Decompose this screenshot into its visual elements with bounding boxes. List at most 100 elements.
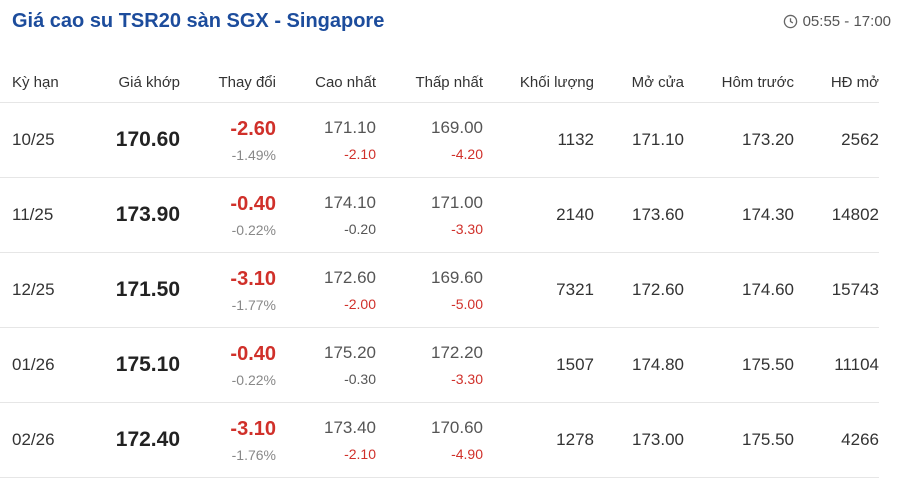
cell: 173.60 (594, 177, 684, 253)
cell: 1132 (483, 102, 594, 178)
cell: 175.50 (684, 327, 794, 403)
term: 11/25 (12, 205, 54, 224)
open: 171.10 (632, 130, 684, 149)
price: 170.60 (115, 128, 180, 151)
high-diff: -2.10 (344, 146, 376, 162)
cell: 2562 (794, 102, 879, 178)
column-header: Hôm trước (684, 62, 794, 103)
change-pct: -1.77% (231, 296, 276, 313)
row: 02/26 172.40 -3.10 -1.76% 173.40 -2.10 170.60 -… (0, 402, 879, 478)
volume: 2140 (556, 205, 594, 224)
cell: 174.80 (594, 327, 684, 403)
cell: 173.90 (100, 177, 180, 253)
row: 12/25 171.50 -3.10 -1.77% 172.60 -2.00 169.60 -… (0, 252, 879, 328)
cell: 169.00 -4.20 (376, 102, 483, 178)
time: 05:55 - 17:00 (783, 13, 891, 30)
low-diff: -3.30 (451, 371, 483, 387)
change-pct: -0.22% (231, 371, 276, 388)
cell: 173.40 -2.10 (276, 402, 376, 478)
cell: 171.10 (594, 102, 684, 178)
cell: 7321 (483, 252, 594, 328)
cell: 172.20 -3.30 (376, 327, 483, 403)
price: 173.90 (115, 203, 180, 226)
clock-icon (783, 14, 797, 29)
low-diff: -5.00 (451, 296, 483, 312)
cell: 172.60 -2.00 (276, 252, 376, 328)
open: 173.00 (632, 430, 684, 449)
column-header: HĐ mở (794, 62, 879, 103)
cell: -2.60 -1.49% (180, 102, 276, 178)
high: 173.40 (324, 418, 376, 437)
change: -3.10 (230, 267, 276, 290)
cell: 173.20 (684, 102, 794, 178)
cell: -3.10 -1.77% (180, 252, 276, 328)
volume: 1507 (556, 355, 594, 374)
volume: 7321 (556, 280, 594, 299)
cell: 12/25 (0, 252, 100, 328)
change-pct: -0.22% (231, 221, 276, 238)
low-diff: -4.20 (451, 146, 483, 162)
column-header: Thấp nhất (376, 62, 483, 103)
cell: 174.30 (684, 177, 794, 253)
column-header: Cao nhất (276, 62, 376, 103)
low: 171.00 (431, 193, 483, 212)
oi: 11104 (834, 355, 879, 374)
title: Giá cao su TSR20 sàn SGX - Singapore (12, 10, 385, 32)
time-range: 05:55 - 17:00 (802, 13, 891, 30)
cell: 172.40 (100, 402, 180, 478)
column-header: Khối lượng (483, 62, 594, 103)
change: -0.40 (230, 192, 276, 215)
low: 172.20 (431, 343, 483, 362)
cell: 02/26 (0, 402, 100, 478)
term: 10/25 (12, 130, 55, 149)
cell: 170.60 -4.90 (376, 402, 483, 478)
change: -0.40 (230, 342, 276, 365)
low: 170.60 (431, 418, 483, 437)
prev: 174.30 (742, 205, 794, 224)
price: 172.40 (115, 428, 180, 451)
high-diff: -2.00 (344, 296, 376, 312)
cell: 174.60 (684, 252, 794, 328)
column-header: Kỳ hạn (0, 62, 100, 103)
cell: 4266 (794, 402, 879, 478)
cell: -0.40 -0.22% (180, 177, 276, 253)
cell: 175.20 -0.30 (276, 327, 376, 403)
column-header: Mở cửa (594, 62, 684, 103)
high-diff: -2.10 (344, 446, 376, 462)
change-pct: -1.76% (231, 446, 276, 463)
high-diff: -0.20 (344, 221, 376, 237)
low-diff: -4.90 (451, 446, 483, 462)
cell: 170.60 (100, 102, 180, 178)
cell: 172.60 (594, 252, 684, 328)
prev: 173.20 (742, 130, 794, 149)
change-pct: -1.49% (231, 146, 276, 163)
term: 02/26 (12, 430, 55, 449)
cell: -0.40 -0.22% (180, 327, 276, 403)
cell: 173.00 (594, 402, 684, 478)
high: 174.10 (324, 193, 376, 212)
cell: 174.10 -0.20 (276, 177, 376, 253)
header-row: Kỳ hạn Giá khớp Thay đổi Cao nhất Thấp nhất K… (0, 62, 879, 103)
row: 01/26 175.10 -0.40 -0.22% 175.20 -0.30 172.20 -… (0, 327, 879, 403)
cell: 2140 (483, 177, 594, 253)
cell: 171.10 -2.10 (276, 102, 376, 178)
oi: 2562 (841, 130, 879, 149)
cell: 10/25 (0, 102, 100, 178)
change: -3.10 (230, 417, 276, 440)
cell: 01/26 (0, 327, 100, 403)
change: -2.60 (230, 117, 276, 140)
cell: 14802 (794, 177, 879, 253)
row: 10/25 170.60 -2.60 -1.49% 171.10 -2.10 169.00 -… (0, 102, 879, 178)
volume: 1278 (556, 430, 594, 449)
low: 169.00 (431, 118, 483, 137)
high: 171.10 (324, 118, 376, 137)
column-header: Giá khớp (100, 62, 180, 103)
volume: 1132 (557, 130, 594, 149)
column-header: Thay đổi (180, 62, 276, 103)
term: 12/25 (12, 280, 55, 299)
cell: 175.50 (684, 402, 794, 478)
cell: 171.00 -3.30 (376, 177, 483, 253)
price: 175.10 (115, 353, 180, 376)
term: 01/26 (12, 355, 55, 374)
